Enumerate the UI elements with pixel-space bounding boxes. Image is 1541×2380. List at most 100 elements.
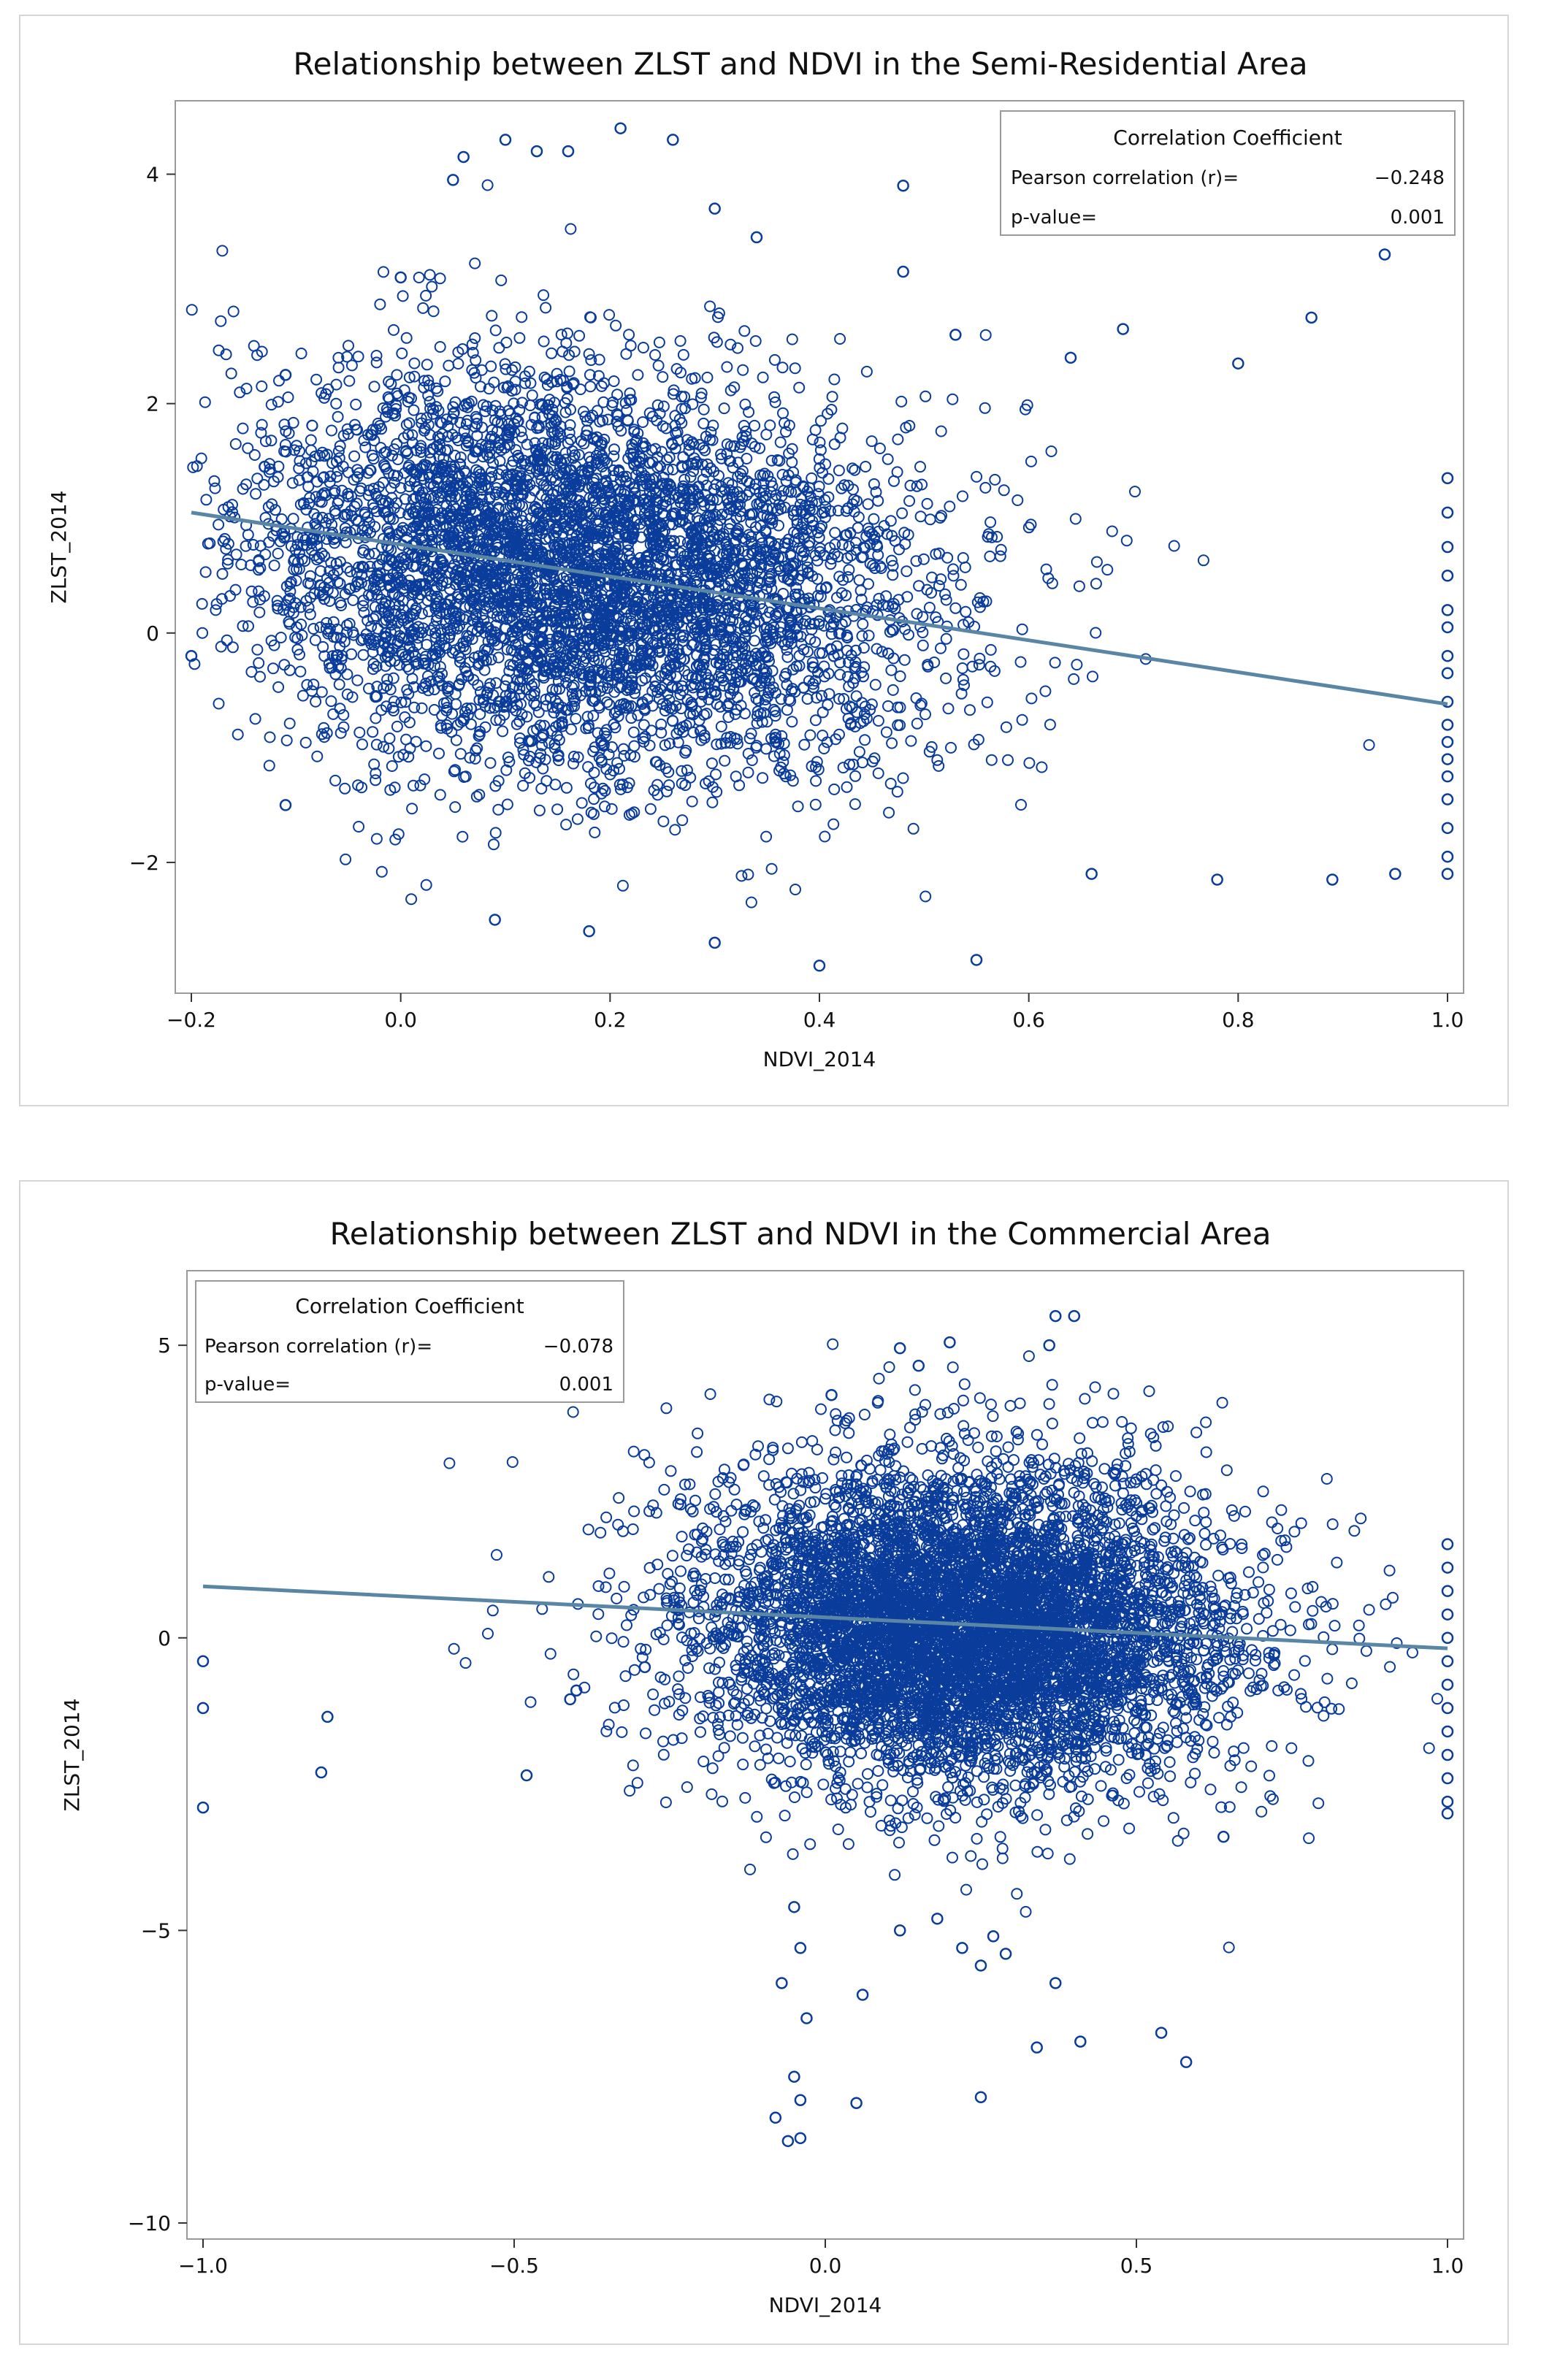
legend-p-value: 0.001: [559, 1374, 613, 1396]
data-point: [850, 2097, 863, 2109]
x-tick-label: 0.4: [803, 1008, 836, 1032]
data-point: [1441, 649, 1454, 662]
data-point: [1441, 850, 1454, 863]
data-point: [750, 231, 763, 244]
data-point: [1441, 1795, 1454, 1808]
data-point: [520, 1769, 533, 1782]
data-point: [1441, 822, 1454, 835]
legend-heading: Correlation Coefficient: [1113, 126, 1342, 150]
data-point: [530, 145, 543, 158]
x-axis-label: NDVI_2014: [763, 1047, 876, 1071]
data-point: [1441, 604, 1454, 616]
data-point: [1378, 248, 1391, 261]
data-point: [1441, 540, 1454, 554]
data-point: [893, 1342, 906, 1355]
data-point: [1441, 1702, 1454, 1715]
legend-r-label: Pearson correlation (r)=: [1011, 167, 1239, 189]
data-point: [1085, 868, 1098, 880]
data-point: [794, 1942, 807, 1954]
legend-p-label: p-value=: [204, 1374, 291, 1396]
legend-box: Correlation Coefficient Pearson correlat…: [195, 1280, 624, 1403]
data-point: [562, 145, 575, 158]
data-point: [1441, 1538, 1454, 1550]
data-point: [708, 936, 721, 949]
data-point: [489, 914, 501, 926]
data-point: [999, 1948, 1012, 1960]
data-point: [1211, 873, 1223, 886]
y-tick-label: 2: [146, 392, 159, 416]
data-point: [1441, 506, 1454, 519]
legend-r-value: −0.078: [543, 1336, 613, 1358]
data-point: [1030, 2041, 1043, 2054]
data-point: [279, 369, 292, 381]
legend-p-label: p-value=: [1011, 207, 1097, 229]
data-point: [1441, 793, 1454, 806]
data-point: [614, 122, 627, 134]
data-point: [794, 2094, 807, 2106]
x-tick-label: −1.0: [178, 2254, 228, 2278]
data-point: [321, 1710, 334, 1723]
y-axis-label: ZLST_2014: [60, 1699, 84, 1812]
x-axis-ticks: −1.0 −0.5 0.0 0.5 1.0: [178, 2239, 1464, 2278]
data-point: [583, 925, 595, 938]
x-tick-label: 0.6: [1012, 1008, 1045, 1032]
data-point: [897, 265, 909, 278]
point-cloud: [186, 179, 1375, 908]
scatter-points: [186, 179, 1375, 908]
data-point: [788, 1901, 800, 1913]
data-point: [564, 1693, 576, 1706]
data-point: [788, 2070, 800, 2083]
data-point: [667, 134, 679, 146]
data-point: [949, 329, 962, 341]
data-point: [1049, 1977, 1062, 1989]
data-point: [1441, 1678, 1454, 1691]
data-point: [794, 2132, 807, 2145]
x-tick-label: 0.0: [384, 1008, 417, 1032]
data-point: [196, 1801, 210, 1814]
data-point: [974, 2091, 987, 2103]
data-point: [1441, 1561, 1454, 1574]
x-tick-label: −0.2: [167, 1008, 216, 1032]
chart-title: Relationship between ZLST and NDVI in th…: [293, 46, 1307, 82]
data-point: [447, 174, 459, 186]
regression-line: [191, 510, 1448, 706]
x-tick-label: 0.2: [594, 1008, 627, 1032]
commercial-chart: Relationship between ZLST and NDVI in th…: [60, 1216, 1464, 2317]
data-point: [1441, 1725, 1454, 1738]
data-point: [1441, 1807, 1454, 1820]
y-axis-ticks: −10 −5 0 5: [128, 1334, 187, 2235]
data-point: [800, 2012, 813, 2024]
data-point: [499, 134, 512, 146]
x-axis-ticks: −0.2 0.0 0.2 0.4 0.6 0.8 1.0: [167, 993, 1464, 1032]
x-tick-label: 1.0: [1431, 1008, 1464, 1032]
data-point: [931, 1913, 944, 1925]
x-tick-label: −0.5: [489, 2254, 539, 2278]
legend-heading: Correlation Coefficient: [295, 1294, 524, 1318]
chart-title: Relationship between ZLST and NDVI in th…: [330, 1216, 1272, 1252]
y-tick-label: −5: [141, 1918, 171, 1943]
data-point: [1441, 770, 1454, 783]
plot-frame: [186, 1270, 1464, 2240]
data-point: [1441, 1655, 1454, 1668]
data-point: [1117, 323, 1129, 335]
data-point: [259, 460, 271, 473]
data-point: [970, 954, 983, 966]
data-point: [185, 649, 198, 662]
data-point: [196, 1702, 210, 1715]
data-point: [897, 179, 909, 192]
data-point: [1049, 1309, 1062, 1323]
data-point: [1326, 873, 1339, 886]
data-point: [1441, 1631, 1454, 1644]
y-tick-label: 4: [146, 163, 159, 187]
outlier-points: [185, 122, 1454, 972]
data-point: [315, 1766, 328, 1779]
data-point: [1074, 2035, 1087, 2048]
data-point: [1232, 357, 1244, 370]
y-tick-label: 0: [158, 1626, 171, 1650]
semi-residential-chart-panel: Relationship between ZLST and NDVI in th…: [19, 15, 1509, 1106]
x-axis-label: NDVI_2014: [769, 2293, 882, 2317]
data-point: [1441, 1748, 1454, 1761]
data-point: [1441, 621, 1454, 634]
x-tick-label: 0.0: [809, 2254, 842, 2278]
legend-box: Correlation Coefficient Pearson correlat…: [1000, 110, 1456, 236]
